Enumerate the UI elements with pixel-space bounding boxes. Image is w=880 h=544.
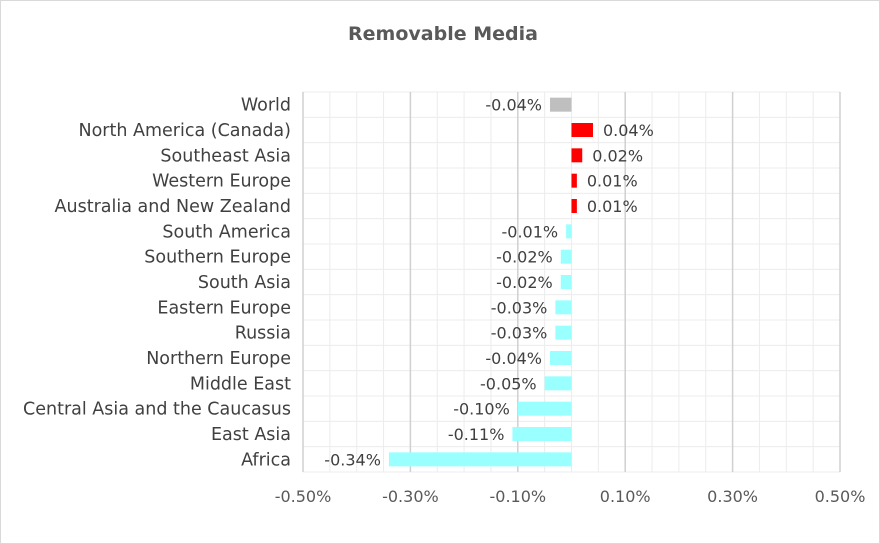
data-label: -0.11% <box>448 425 505 444</box>
category-label: Western Europe <box>152 172 291 192</box>
category-label: Russia <box>235 324 291 344</box>
bar <box>555 300 572 315</box>
bar <box>560 275 572 289</box>
bar <box>555 325 572 340</box>
x-tick-label: -0.30% <box>382 487 439 506</box>
data-label: -0.10% <box>453 400 510 419</box>
x-tick-label: -0.50% <box>275 487 332 506</box>
bar <box>544 376 572 391</box>
chart-title: Removable Media <box>348 23 538 45</box>
category-label: Southern Europe <box>144 248 291 268</box>
data-label: -0.03% <box>491 298 548 317</box>
x-tick-label: 0.50% <box>815 487 866 506</box>
x-tick-label: 0.10% <box>600 487 651 506</box>
category-label: South America <box>162 222 291 242</box>
bar <box>571 173 577 188</box>
category-label: Southeast Asia <box>160 146 291 166</box>
bar <box>571 123 593 137</box>
category-label: Northern Europe <box>146 349 291 369</box>
data-label: 0.02% <box>592 146 643 165</box>
category-label: Central Asia and the Caucasus <box>23 400 291 420</box>
data-label: 0.04% <box>603 121 654 140</box>
bar <box>388 452 572 467</box>
data-label: -0.05% <box>480 374 537 393</box>
bar <box>517 401 572 416</box>
x-tick-label: -0.10% <box>489 487 546 506</box>
category-label: Africa <box>241 450 291 470</box>
category-label: East Asia <box>211 425 291 445</box>
data-label: 0.01% <box>587 197 638 216</box>
bar <box>566 224 572 239</box>
bar <box>512 427 572 441</box>
bar <box>550 97 572 112</box>
bar <box>571 148 583 163</box>
data-label: -0.03% <box>491 324 548 343</box>
data-label: -0.34% <box>324 450 381 469</box>
x-tick-label: 0.30% <box>707 487 758 506</box>
category-label: Australia and New Zealand <box>55 197 291 217</box>
category-label: South Asia <box>198 273 291 293</box>
data-label: -0.02% <box>496 273 553 292</box>
data-label: -0.04% <box>485 96 542 115</box>
data-label: -0.02% <box>496 248 553 267</box>
data-label: -0.01% <box>502 222 559 241</box>
bar <box>550 351 572 365</box>
data-label: 0.01% <box>587 172 638 191</box>
bar <box>560 249 572 264</box>
bar <box>571 199 577 213</box>
category-label: World <box>241 96 291 116</box>
category-label: Middle East <box>190 374 291 394</box>
category-label: Eastern Europe <box>157 298 291 318</box>
data-label: -0.04% <box>485 349 542 368</box>
category-label: North America (Canada) <box>78 121 291 141</box>
